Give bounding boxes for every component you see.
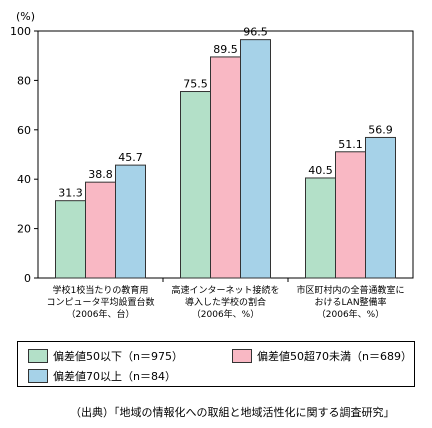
bar-value-label: 51.1	[338, 138, 363, 151]
bar-value-label: 38.8	[88, 168, 113, 181]
x-category-label: 導入した学校の割合	[185, 296, 266, 308]
bar	[240, 39, 271, 279]
bar	[305, 177, 336, 279]
y-tick-label: 20	[17, 223, 31, 236]
bar-value-label: 56.9	[368, 123, 393, 136]
legend-label-series-3: 偏差値70以上（n＝84）	[53, 370, 176, 383]
legend-label-series-1: 偏差値50以下（n＝975）	[53, 350, 183, 363]
x-category-label: 市区町村内の全普通教室に	[296, 284, 404, 296]
legend-item-series-3: 偏差値70以上（n＝84）	[28, 368, 176, 384]
bar-value-label: 31.3	[58, 187, 83, 200]
legend-swatch-series-1	[28, 349, 48, 363]
legend-label-series-2: 偏差値50超70未満（n＝689）	[257, 350, 412, 363]
bar-value-label: 96.5	[243, 26, 268, 39]
x-category-label: おけるLAN整備率	[314, 296, 386, 308]
y-tick-label: 0	[24, 272, 31, 285]
source-note: （出典）「地域の情報化への取組と地域活性化に関する調査研究」	[70, 406, 395, 419]
x-category-label: （2006年、%）	[192, 308, 259, 320]
bar	[335, 151, 366, 279]
x-category-label: 学校1校当たりの教育用	[53, 284, 149, 296]
x-category-label: （2006年、台）	[67, 308, 135, 320]
bar-chart: (%) 0 20 40 60 80 100 31.3 38.8 45.7 学校1校当たりの教育用コン…	[10, 10, 414, 320]
legend-item-series-1: 偏差値50以下（n＝975）	[28, 348, 183, 364]
legend-swatch-series-3	[28, 369, 48, 383]
bar-value-label: 89.5	[213, 43, 238, 56]
y-unit-label: (%)	[16, 10, 35, 23]
bar	[115, 164, 146, 279]
bar	[210, 56, 241, 279]
bar-value-label: 40.5	[308, 164, 333, 177]
bar-value-label: 45.7	[118, 151, 143, 164]
x-category-label: （2006年、%）	[317, 308, 384, 320]
x-category-label: 高速インターネット接続を	[171, 284, 279, 296]
y-tick-label: 80	[17, 74, 31, 87]
bar	[365, 136, 396, 279]
bar	[85, 181, 116, 279]
bar	[180, 91, 211, 279]
x-category-label: コンピュータ平均設置台数	[46, 296, 154, 308]
y-tick-label: 40	[17, 173, 31, 186]
y-tick-label: 100	[10, 25, 31, 38]
legend-item-series-2: 偏差値50超70未満（n＝689）	[232, 348, 412, 364]
y-tick-label: 60	[17, 124, 31, 137]
bar-value-label: 75.5	[183, 78, 208, 91]
legend-swatch-series-2	[232, 349, 252, 363]
bar	[55, 200, 86, 279]
legend: 偏差値50以下（n＝975） 偏差値50超70未満（n＝689） 偏差値70以上…	[17, 341, 415, 387]
